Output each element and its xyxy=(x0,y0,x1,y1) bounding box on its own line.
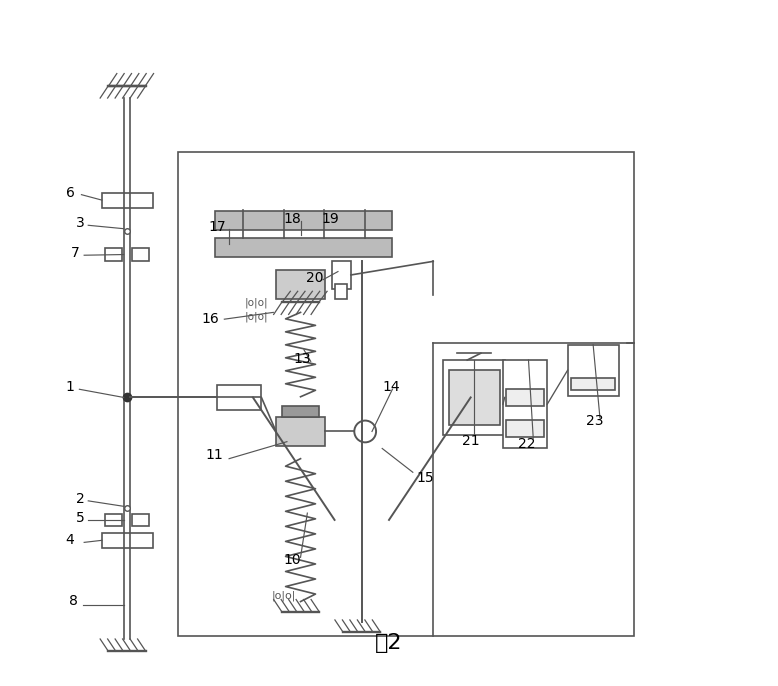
Bar xyxy=(449,370,499,425)
Text: 22: 22 xyxy=(518,438,536,451)
Text: |o|o|: |o|o| xyxy=(272,590,296,601)
Text: 13: 13 xyxy=(294,353,311,366)
Text: 图2: 图2 xyxy=(375,632,403,652)
Bar xyxy=(217,385,261,410)
Text: 18: 18 xyxy=(283,211,301,226)
Text: 16: 16 xyxy=(202,311,219,326)
Text: 2: 2 xyxy=(76,492,85,506)
Bar xyxy=(101,533,152,548)
Text: 15: 15 xyxy=(416,471,434,486)
Text: 17: 17 xyxy=(209,220,226,234)
Bar xyxy=(506,420,544,436)
Bar xyxy=(105,514,122,526)
Bar xyxy=(216,211,392,230)
Text: 5: 5 xyxy=(76,511,85,525)
Bar xyxy=(332,261,351,289)
Text: |o|o|: |o|o| xyxy=(244,311,268,322)
Bar xyxy=(571,378,615,390)
Bar xyxy=(506,389,544,406)
Bar xyxy=(105,248,122,261)
Bar xyxy=(568,344,619,396)
Text: 11: 11 xyxy=(205,448,223,462)
Text: 14: 14 xyxy=(382,379,400,394)
Text: 19: 19 xyxy=(321,211,338,226)
Text: 20: 20 xyxy=(306,271,324,285)
Text: 10: 10 xyxy=(283,553,301,567)
Text: 1: 1 xyxy=(66,379,75,394)
Bar xyxy=(276,270,325,299)
Bar xyxy=(132,248,149,261)
Bar xyxy=(132,514,149,526)
Bar xyxy=(443,360,505,435)
Text: 7: 7 xyxy=(71,246,79,259)
Circle shape xyxy=(354,421,376,442)
Text: 23: 23 xyxy=(587,414,604,427)
Bar xyxy=(282,406,319,417)
Text: 6: 6 xyxy=(66,186,75,200)
Text: 8: 8 xyxy=(69,594,78,608)
Bar xyxy=(503,360,547,449)
Bar xyxy=(216,238,392,257)
Text: 3: 3 xyxy=(76,216,85,230)
Text: |o|o|: |o|o| xyxy=(244,298,268,308)
Bar xyxy=(101,193,152,208)
Bar xyxy=(335,285,348,300)
Text: 21: 21 xyxy=(462,434,479,448)
Bar xyxy=(276,417,325,446)
Text: 4: 4 xyxy=(66,533,75,547)
Bar xyxy=(178,152,634,636)
